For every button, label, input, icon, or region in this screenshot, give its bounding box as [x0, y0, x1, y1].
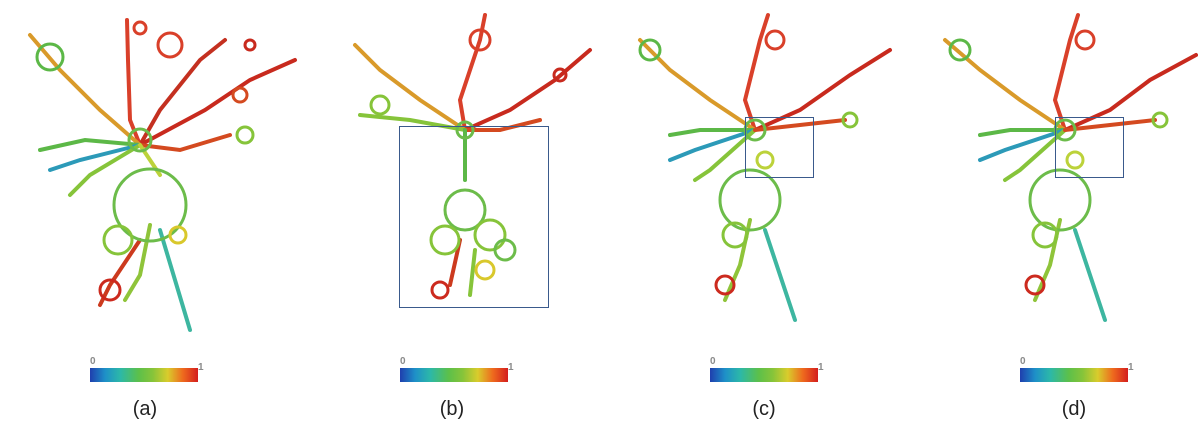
highlight-box-d — [1055, 117, 1124, 178]
colorbar-max-label: 1 — [1128, 362, 1134, 373]
colorbar-b — [400, 368, 508, 382]
panel-d: 0 1 (d) — [900, 0, 1198, 425]
rna-structure-c — [638, 13, 892, 322]
colorbar-min-label: 0 — [400, 356, 406, 367]
colorbar-min-label: 0 — [710, 356, 716, 367]
rna-structure-d — [943, 13, 1198, 322]
caption-a: (a) — [132, 398, 158, 420]
panel-a: 0 1 (a) — [0, 0, 300, 425]
colorbar-max-label: 1 — [508, 362, 514, 373]
caption-c: (c) — [752, 398, 776, 420]
colorbar-min-label: 0 — [1020, 356, 1026, 367]
colorbar-min-label: 0 — [90, 356, 96, 367]
caption-d: (d) — [1061, 398, 1087, 420]
highlight-box-b — [399, 126, 549, 308]
rna-structure-a — [28, 18, 297, 332]
panel-c: 0 1 (c) — [600, 0, 900, 425]
highlight-box-c — [745, 117, 814, 178]
caption-b: (b) — [439, 398, 465, 420]
colorbar-max-label: 1 — [818, 362, 824, 373]
colorbar-max-label: 1 — [198, 362, 204, 373]
rna-structure-b — [353, 13, 592, 300]
colorbar-a — [90, 368, 198, 382]
panel-b: 0 1 (b) — [300, 0, 600, 425]
colorbar-c — [710, 368, 818, 382]
colorbar-d — [1020, 368, 1128, 382]
